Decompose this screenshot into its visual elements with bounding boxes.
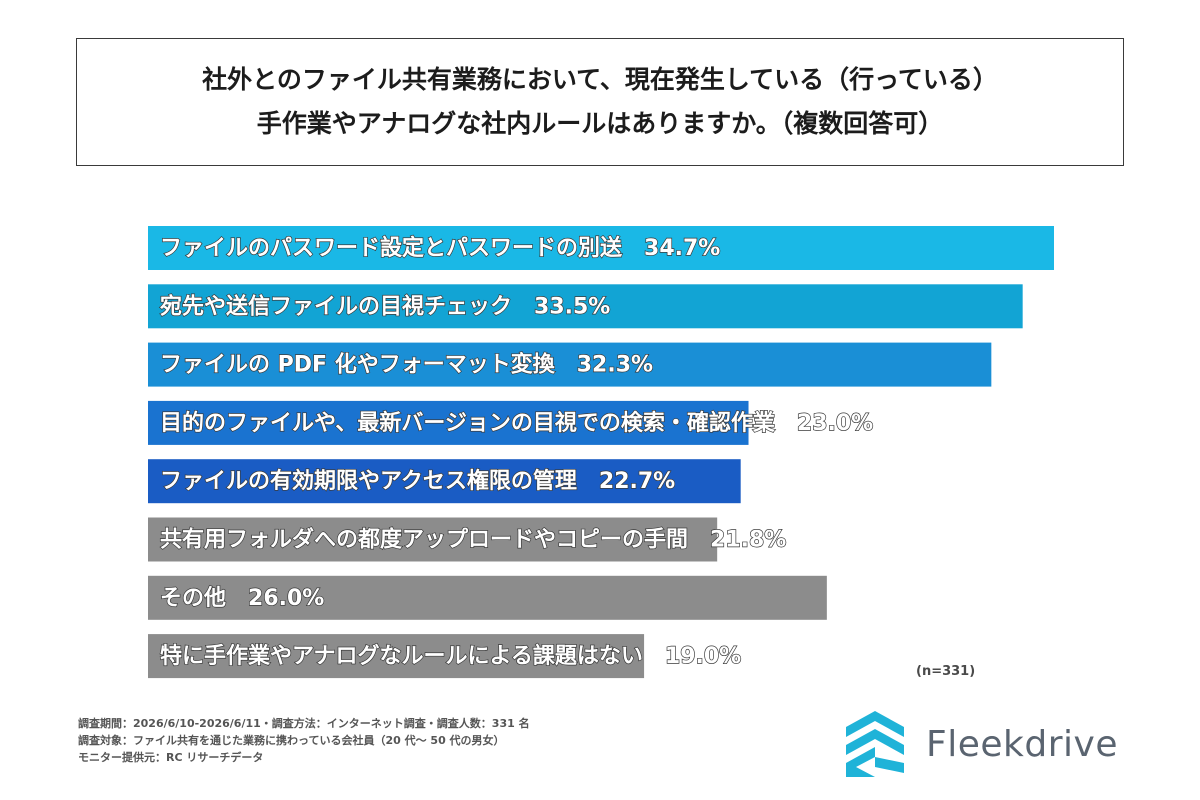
value-label-4: 23.0% (797, 411, 873, 436)
survey-target: 調査対象：ファイル共有を通じた業務に携わっている会社員（20 代〜 50 代の男… (78, 734, 505, 747)
bar-3 (148, 342, 992, 387)
bar-label-3: ファイルの PDF 化やフォーマット変換 32.3% (160, 352, 653, 378)
survey-period: 調査期間：2026/6/10-2026/6/11・調査方法：インターネット調査・… (78, 717, 530, 730)
category-label-2: 宛先や送信ファイルの目視チェック (159, 293, 512, 319)
bar-label-5: ファイルの有効期限やアクセス権限の管理 22.7% (160, 468, 675, 494)
category-label-3: ファイルの PDF 化やフォーマット変換 (160, 352, 556, 378)
category-label-6: 共有用フォルダへの都度アップロードやコピーの手間 (160, 527, 688, 553)
bar-6 (148, 517, 718, 562)
brand-logo: Fleekdrive (838, 707, 1118, 781)
category-label-8: 特に手作業やアナログなルールによる課題はない (160, 643, 643, 669)
bar-8 (148, 634, 645, 679)
bar-1 (148, 226, 1054, 270)
value-label-3: 32.3% (577, 353, 653, 378)
survey-provider: モニター提供元：RC リサーチデータ (78, 751, 264, 764)
chart-title-box: 社外とのファイル共有業務において、現在発生している（行っている） 手作業やアナロ… (76, 38, 1124, 166)
category-label-1: ファイルのパスワード設定とパスワードの別送 (160, 235, 622, 261)
bar-2 (148, 284, 1023, 329)
fleekdrive-logo-icon (846, 711, 904, 777)
bar-7 (148, 575, 827, 620)
bar-5 (148, 459, 741, 504)
value-label-2: 33.5% (534, 294, 610, 319)
value-label-1: 34.7% (644, 236, 720, 261)
value-label-6: 21.8% (710, 528, 786, 553)
bar-label-8: 特に手作業やアナログなルールによる課題はない 19.0% (160, 643, 741, 669)
bar-label-7: その他 26.0% (160, 586, 324, 611)
value-label-5: 22.7% (599, 469, 675, 494)
category-label-7: その他 (160, 586, 226, 611)
category-label-5: ファイルの有効期限やアクセス権限の管理 (160, 468, 577, 494)
logo-text: Fleekdrive (926, 723, 1118, 765)
value-label-7: 26.0% (248, 586, 324, 611)
category-label-4: 目的のファイルや、最新バージョンの目視での検索・確認作業 (160, 410, 776, 436)
bar-label-6: 共有用フォルダへの都度アップロードやコピーの手間 21.8% (160, 527, 786, 553)
survey-info: 調査期間：2026/6/10-2026/6/11・調査方法：インターネット調査・… (78, 715, 530, 766)
bar-label-2: 宛先や送信ファイルの目視チェック 33.5% (159, 293, 610, 319)
value-label-8: 19.0% (665, 644, 741, 669)
bar-label-4: 目的のファイルや、最新バージョンの目視での検索・確認作業 23.0% (160, 410, 873, 436)
bar-label-1: ファイルのパスワード設定とパスワードの別送 34.7% (160, 235, 720, 261)
bar-4 (148, 400, 749, 445)
chart-title-line-1: 社外とのファイル共有業務において、現在発生している（行っている） (202, 65, 998, 94)
sample-size-note: (n=331) (916, 664, 976, 679)
chart-title-line-2: 手作業やアナログな社内ルールはありますか。（複数回答可） (256, 109, 944, 138)
